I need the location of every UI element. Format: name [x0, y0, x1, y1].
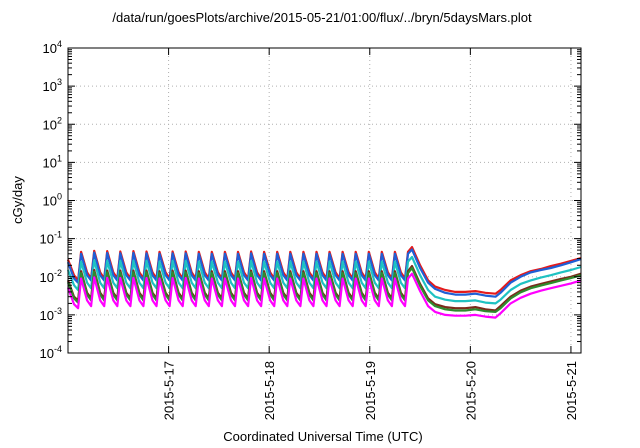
chart-title: /data/run/goesPlots/archive/2015-05-21/0…: [112, 10, 532, 25]
y-tick-label-exponent: -1: [54, 230, 62, 240]
y-tick-label-base: 10: [43, 194, 57, 209]
y-tick-label-base: 10: [40, 308, 54, 323]
y-tick-label-exponent: 0: [57, 192, 62, 202]
y-tick-label-exponent: -2: [54, 268, 62, 278]
y-tick-label: 10-4: [40, 344, 62, 361]
x-tick-label: 2015-5-20: [463, 361, 478, 420]
grid: [68, 48, 581, 353]
series-group: [66, 246, 582, 319]
y-tick-label: 100: [43, 192, 62, 209]
series-line-5: [66, 266, 582, 313]
y-tick-label-exponent: 3: [57, 77, 62, 87]
y-tick-label-base: 10: [40, 346, 54, 361]
y-tick-label-base: 10: [43, 41, 57, 56]
y-tick-label: 10-1: [40, 230, 62, 247]
series-line-2: [66, 248, 582, 298]
series-line-6: [66, 272, 582, 319]
y-tick-label: 101: [43, 153, 62, 170]
y-axis-label: cGy/day: [10, 176, 25, 224]
y-tick-label-exponent: 4: [57, 39, 62, 49]
x-axis-label: Coordinated Universal Time (UTC): [223, 429, 422, 444]
y-tick-label: 10-2: [40, 268, 62, 285]
x-axis-ticks: 2015-5-17 2015-5-18 2015-5-19 2015-5-20 2015…: [162, 48, 579, 420]
x-tick-label: 2015-5-21: [564, 361, 579, 420]
y-tick-label: 102: [43, 115, 62, 132]
x-tick-label: 2015-5-19: [363, 361, 378, 420]
y-tick-label-exponent: 2: [57, 115, 62, 125]
y-tick-label-exponent: 1: [57, 153, 62, 163]
y-tick-label-base: 10: [43, 155, 57, 170]
series-line-3: [66, 255, 582, 305]
y-tick-label: 10-3: [40, 306, 62, 323]
x-tick-label: 2015-5-17: [162, 361, 177, 420]
y-tick-label-base: 10: [43, 117, 57, 132]
y-tick-label: 104: [43, 39, 62, 56]
y-tick-label-base: 10: [40, 232, 54, 247]
y-tick-label: 103: [43, 77, 62, 94]
y-tick-label-exponent: -3: [54, 306, 62, 316]
y-tick-label-base: 10: [43, 79, 57, 94]
x-tick-label: 2015-5-18: [262, 361, 277, 420]
y-tick-label-base: 10: [40, 270, 54, 285]
y-tick-label-exponent: -4: [54, 344, 62, 354]
